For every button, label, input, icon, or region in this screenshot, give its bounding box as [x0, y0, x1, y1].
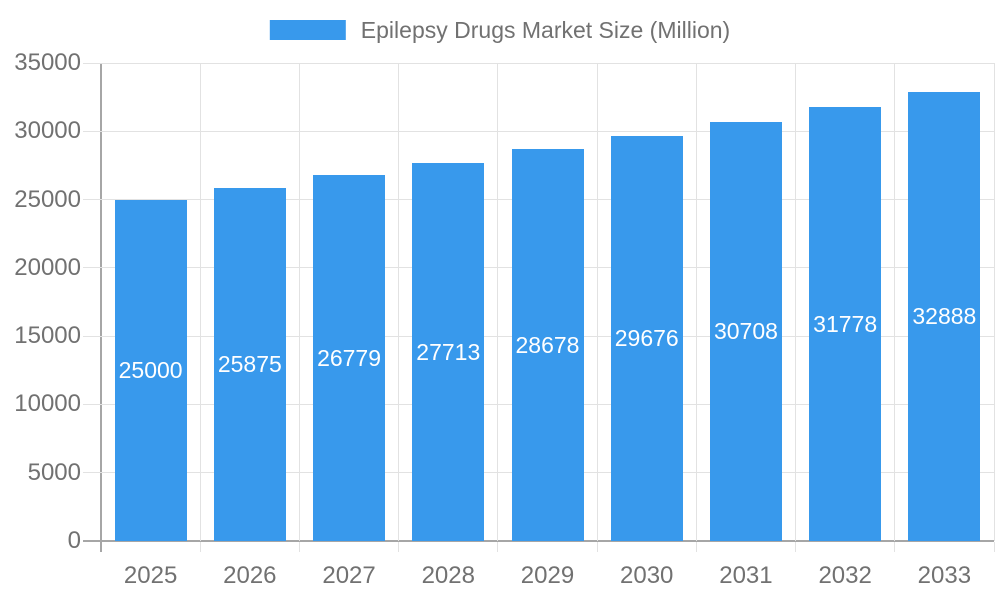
x-axis-tick — [497, 542, 499, 552]
y-axis-tick — [83, 130, 101, 132]
x-axis-label: 2025 — [123, 562, 178, 589]
bar-2031[interactable]: 30708 — [709, 121, 782, 541]
bar-value-label: 29676 — [614, 325, 679, 352]
x-axis-tick — [993, 542, 995, 552]
y-axis-tick — [83, 267, 101, 269]
legend-item[interactable]: Epilepsy Drugs Market Size (Million) — [269, 16, 731, 44]
bar-2032[interactable]: 31778 — [809, 107, 882, 541]
gridline-vertical — [398, 63, 400, 541]
x-axis-tick — [298, 542, 300, 552]
x-axis-label: 2032 — [818, 562, 872, 589]
bar-value-label: 32888 — [912, 303, 977, 330]
y-axis-label: 35000 — [14, 49, 81, 76]
bar-2029[interactable]: 28678 — [511, 149, 584, 541]
x-axis-tick — [199, 542, 201, 552]
x-axis-label: 2031 — [719, 562, 773, 589]
bar-2025[interactable]: 25000 — [114, 199, 187, 541]
bar-value-label: 31778 — [813, 311, 878, 337]
x-axis-line — [83, 540, 994, 542]
y-axis-label: 0 — [67, 527, 81, 554]
bar-value-label: 28678 — [515, 332, 580, 359]
x-axis-tick — [894, 542, 896, 552]
y-axis-tick — [83, 403, 101, 405]
x-axis-label: 2027 — [322, 562, 376, 589]
gridline-vertical — [894, 63, 896, 541]
x-axis-label: 2026 — [223, 562, 277, 589]
x-axis-tick — [596, 542, 598, 552]
x-axis-tick — [398, 542, 400, 552]
bar-2027[interactable]: 26779 — [313, 175, 386, 541]
x-axis-label: 2029 — [520, 562, 575, 589]
y-axis-label: 5000 — [27, 458, 81, 486]
bar-value-label: 25000 — [118, 357, 183, 384]
gridline-horizontal — [101, 62, 994, 64]
bar-value-label: 26779 — [317, 345, 382, 372]
y-axis-tick — [83, 199, 101, 201]
bar-value-label: 25875 — [217, 351, 282, 378]
x-axis-label: 2028 — [421, 562, 475, 589]
bar-value-label: 30708 — [713, 318, 778, 345]
gridline-vertical — [795, 63, 797, 541]
y-axis-tick — [83, 62, 101, 64]
gridline-horizontal — [101, 130, 994, 132]
bar-2030[interactable]: 29676 — [610, 135, 683, 541]
y-axis-label: 15000 — [14, 322, 81, 350]
y-axis-tick — [83, 472, 101, 474]
x-axis-label: 2030 — [620, 562, 674, 589]
x-axis-tick — [795, 542, 797, 552]
y-axis-label: 25000 — [14, 185, 81, 213]
x-axis-label: 2033 — [917, 562, 972, 589]
gridline-vertical — [695, 63, 697, 541]
y-axis-label: 30000 — [14, 117, 81, 145]
gridline-vertical — [199, 63, 201, 541]
legend-label: Epilepsy Drugs Market Size (Million) — [360, 17, 731, 43]
y-axis-label: 20000 — [14, 253, 81, 281]
legend-swatch-icon — [269, 20, 346, 40]
gridline-vertical — [993, 63, 995, 541]
gridline-vertical — [298, 63, 300, 541]
gridline-vertical — [497, 63, 499, 541]
y-axis-line — [100, 63, 102, 552]
x-axis-tick — [695, 542, 697, 552]
y-axis-label: 10000 — [14, 390, 81, 418]
bar-value-label: 27713 — [416, 338, 481, 365]
bar-2026[interactable]: 25875 — [213, 187, 286, 541]
gridline-vertical — [596, 63, 598, 541]
bar-2033[interactable]: 32888 — [908, 91, 981, 541]
plot-area: 25000 25875 26779 27713 28678 29676 30708 31778… — [101, 62, 995, 541]
bar-2028[interactable]: 27713 — [412, 162, 485, 541]
y-axis-tick — [83, 335, 101, 337]
